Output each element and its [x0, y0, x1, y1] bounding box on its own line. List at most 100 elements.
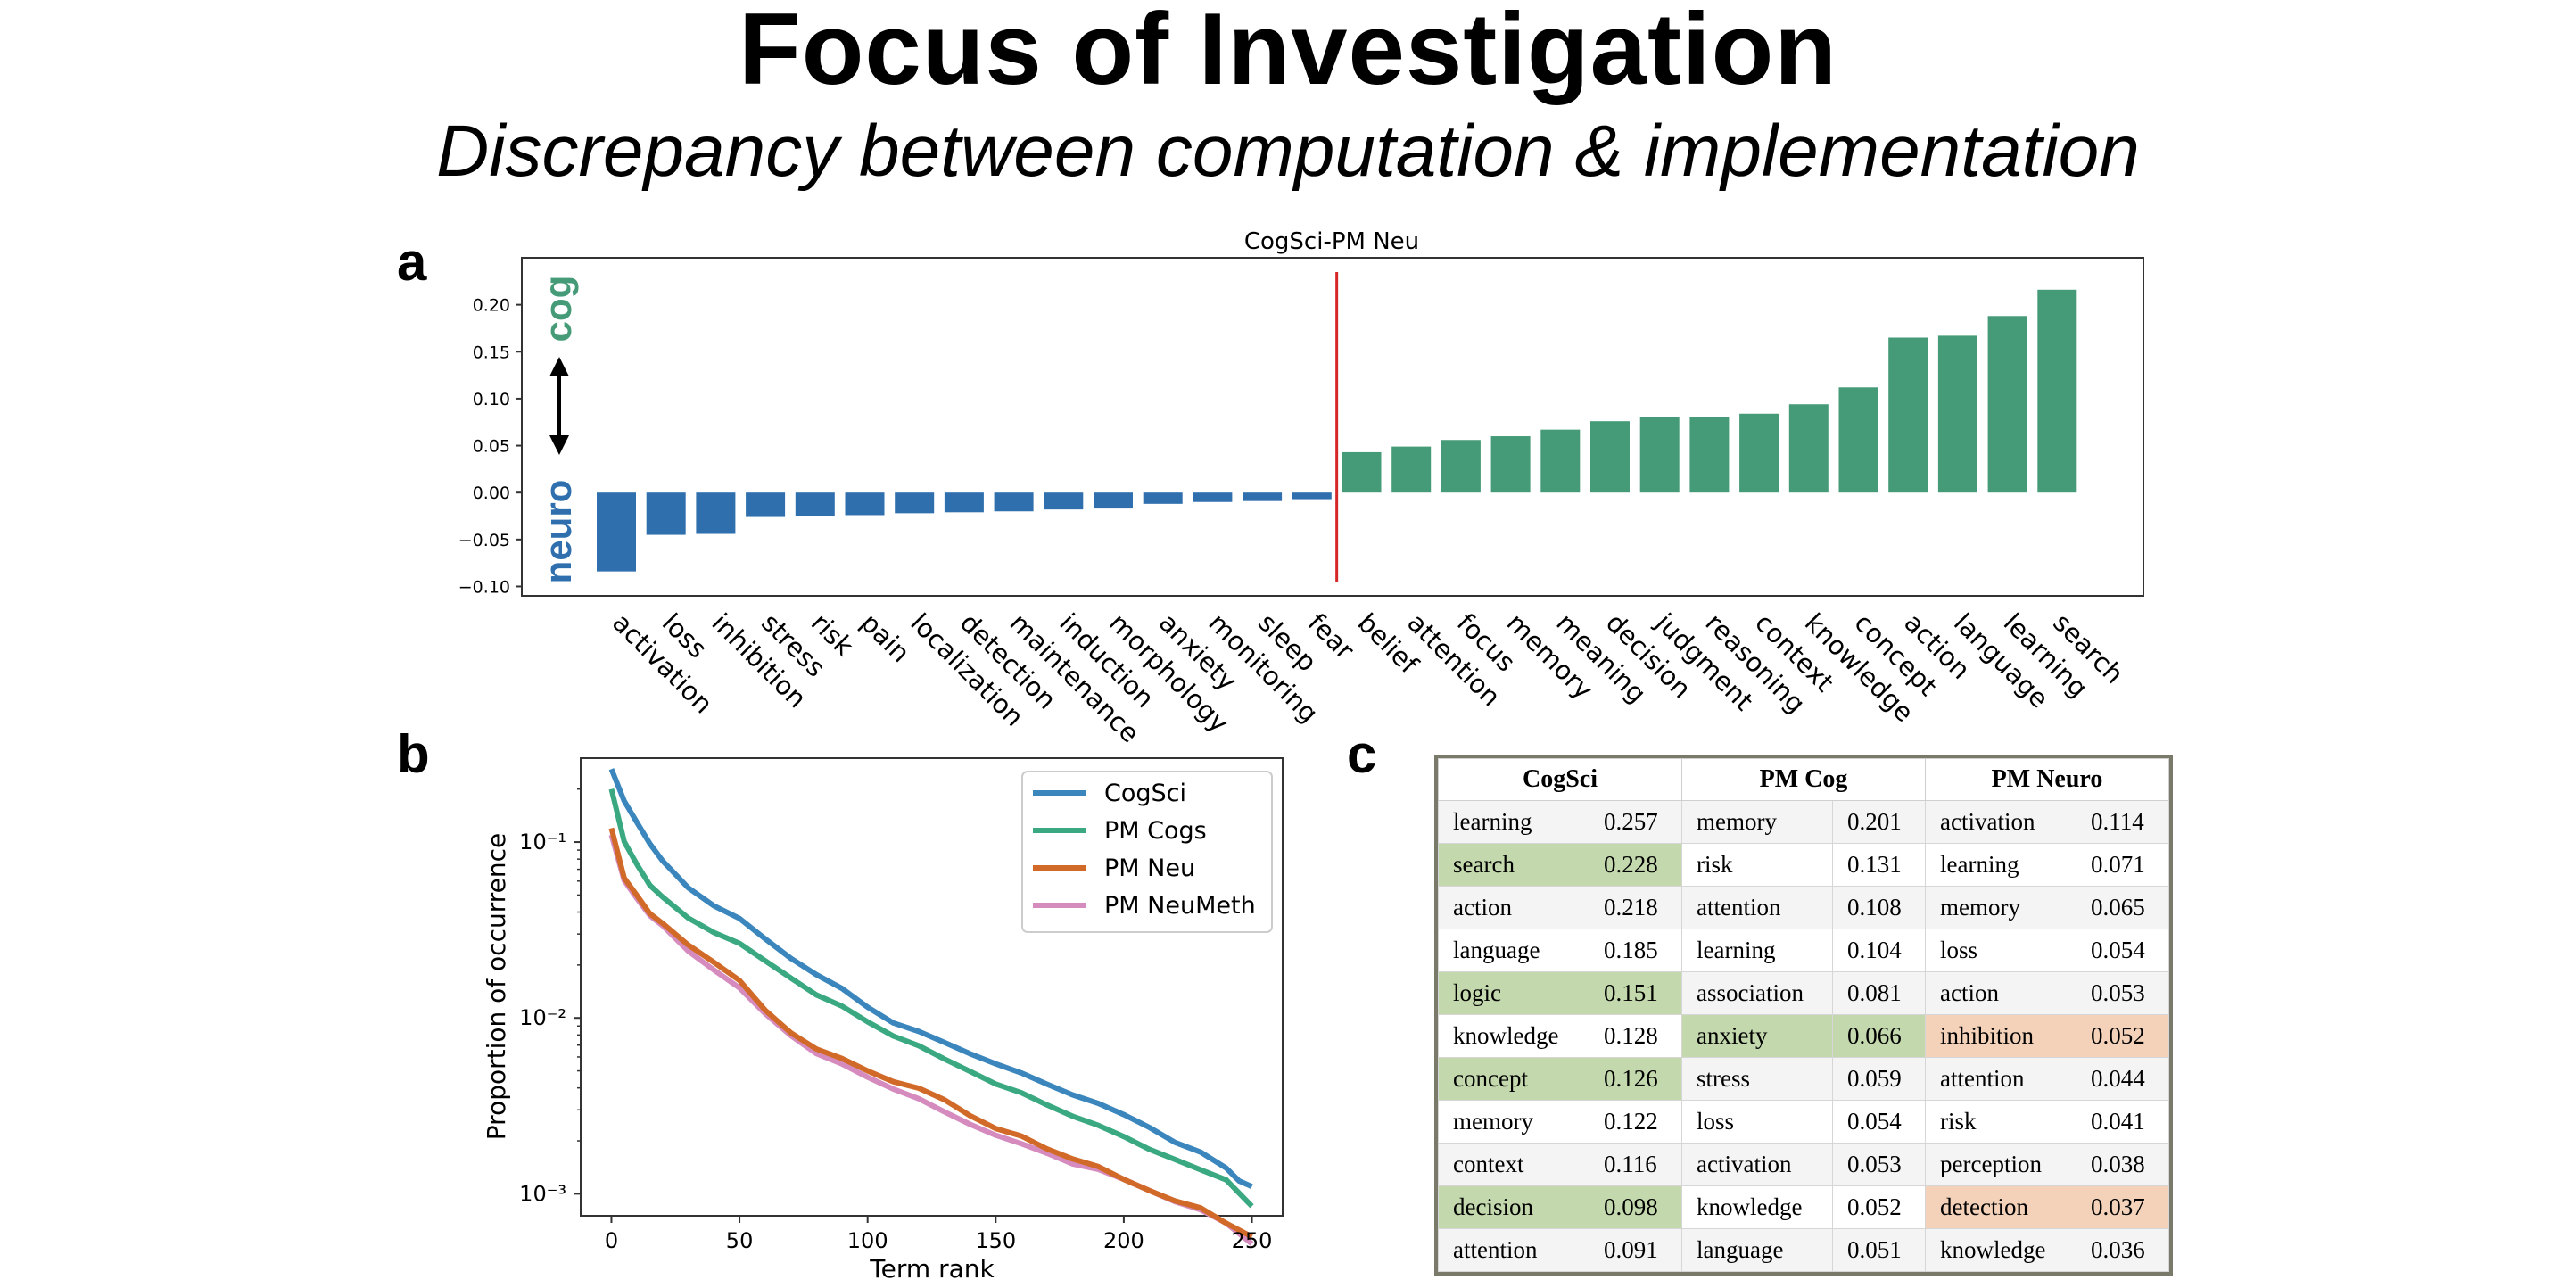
neuro-side-label: neuro: [537, 480, 579, 584]
y-tick-label: 0.20: [473, 296, 510, 316]
x-tick-label: 200: [1103, 1228, 1144, 1253]
table-cell-term: attention: [1681, 886, 1833, 929]
table-cell-value: 0.053: [1832, 1143, 1926, 1186]
bar-search: [2037, 289, 2077, 493]
column-header: PM Cog: [1681, 758, 1926, 801]
bar-action: [1888, 337, 1928, 493]
bar-focus: [1441, 440, 1481, 493]
y-tick-label: 10⁻³: [519, 1181, 566, 1206]
table-row: search 0.228 risk 0.131 learning 0.071: [1438, 843, 2169, 887]
y-tick-label: 0.10: [473, 390, 510, 409]
table-row: concept 0.126 stress 0.059 attention 0.044: [1438, 1057, 2169, 1101]
bar-context: [1739, 413, 1779, 493]
x-tick-label: 150: [975, 1228, 1016, 1253]
bar-judgment: [1639, 417, 1680, 493]
bar-attention: [1391, 446, 1432, 493]
table-row: logic 0.151 association 0.081 action 0.053: [1438, 971, 2169, 1015]
table-cell-term: context: [1438, 1143, 1589, 1186]
panel-a-letter: a: [397, 232, 427, 292]
bar-localization: [895, 492, 935, 514]
y-tick-label: 0.15: [473, 343, 510, 362]
table-cell-value: 0.122: [1589, 1100, 1682, 1144]
table-cell-value: 0.066: [1832, 1014, 1926, 1058]
table-cell-term: risk: [1681, 843, 1833, 887]
table-cell-term: risk: [1925, 1100, 2076, 1144]
bar-risk: [795, 492, 835, 516]
table-cell-term: action: [1925, 971, 2076, 1015]
table-cell-term: memory: [1681, 800, 1833, 844]
bar-anxiety: [1143, 492, 1183, 504]
table-row: knowledge 0.128 anxiety 0.066 inhibition 0.05…: [1438, 1014, 2169, 1058]
y-tick-label: 0.05: [473, 437, 510, 457]
table-cell-value: 0.044: [2076, 1057, 2169, 1101]
table-cell-term: detection: [1925, 1185, 2076, 1229]
bar-monitoring: [1193, 492, 1233, 502]
table-cell-value: 0.051: [1832, 1228, 1926, 1272]
bar-activation: [597, 492, 636, 572]
panel-c-letter: c: [1347, 724, 1377, 784]
table-cell-term: activation: [1681, 1143, 1833, 1186]
x-tick-label: 50: [726, 1228, 754, 1253]
table-cell-term: memory: [1925, 886, 2076, 929]
table-cell-value: 0.104: [1832, 929, 1926, 972]
table-cell-term: language: [1681, 1228, 1833, 1272]
bar-sleep: [1243, 492, 1283, 501]
series-line-cogsci: [608, 768, 1253, 1189]
table-cell-value: 0.114: [2076, 800, 2169, 844]
bar-fear: [1292, 492, 1332, 500]
bar-pain: [845, 492, 885, 516]
table-cell-value: 0.054: [2076, 929, 2169, 972]
table-cell-term: loss: [1925, 929, 2076, 972]
table-cell-term: attention: [1438, 1228, 1589, 1272]
y-tick-label: −0.10: [458, 577, 510, 597]
table-cell-term: search: [1438, 843, 1589, 887]
y-tick-label: 0.00: [473, 483, 510, 503]
bar-inhibition: [696, 492, 736, 534]
cog-side-label: cog: [537, 276, 579, 343]
table-cell-value: 0.054: [1832, 1100, 1926, 1144]
table-cell-term: concept: [1438, 1057, 1589, 1101]
table-cell-term: knowledge: [1438, 1014, 1589, 1058]
table-cell-term: memory: [1438, 1100, 1589, 1144]
panel-b-letter: b: [397, 724, 430, 784]
table-cell-value: 0.036: [2076, 1228, 2169, 1272]
table-cell-value: 0.041: [2076, 1100, 2169, 1144]
double-arrow-icon: [549, 357, 569, 455]
x-tick-label: 0: [605, 1228, 618, 1253]
top-terms-table: CogSci PM Cog PM Neuro learning 0.257 memo…: [1434, 755, 2173, 1276]
bar-knowledge: [1788, 404, 1829, 493]
legend-label: PM NeuMeth: [1104, 892, 1256, 920]
table-cell-value: 0.116: [1589, 1143, 1682, 1186]
table-cell-value: 0.185: [1589, 929, 1682, 972]
bar-chart-cogsci-pm-neu: CogSci-PM Neu −0.10 −0.05 0.00 0.05 0.10 0.15…: [458, 228, 2144, 748]
x-tick-label: 250: [1232, 1228, 1273, 1253]
table-row: language 0.185 learning 0.104 loss 0.054: [1438, 929, 2169, 972]
table-cell-value: 0.059: [1832, 1057, 1926, 1101]
table-cell-term: association: [1681, 971, 1833, 1015]
table-cell-term: inhibition: [1925, 1014, 2076, 1058]
table-cell-term: perception: [1925, 1143, 2076, 1186]
table-cell-term: stress: [1681, 1057, 1833, 1101]
table-cell-value: 0.108: [1832, 886, 1926, 929]
bar-detection: [944, 492, 984, 513]
bar-stress: [746, 492, 786, 517]
column-header: CogSci: [1438, 758, 1682, 801]
table-cell-value: 0.201: [1832, 800, 1926, 844]
table-cell-term: language: [1438, 929, 1589, 972]
legend-label: PM Cogs: [1104, 817, 1207, 845]
bar-chart-title: CogSci-PM Neu: [1244, 228, 1419, 255]
table-cell-term: action: [1438, 886, 1589, 929]
y-tick-label: −0.05: [458, 531, 510, 550]
table-header-row: CogSci PM Cog PM Neuro: [1438, 758, 2169, 801]
table-cell-value: 0.128: [1589, 1014, 1682, 1058]
slide-subtitle: Discrepancy between computation & implem…: [436, 111, 2140, 192]
y-tick-label: 10⁻²: [519, 1005, 566, 1030]
bar-maintenance: [994, 492, 1034, 512]
table-cell-value: 0.126: [1589, 1057, 1682, 1101]
table-cell-term: logic: [1438, 971, 1589, 1015]
x-tick-label: 100: [847, 1228, 888, 1253]
table-cell-term: learning: [1681, 929, 1833, 972]
line-chart-frame: [580, 757, 1284, 1217]
bar-morphology: [1094, 492, 1133, 509]
bar-concept: [1838, 387, 1878, 493]
